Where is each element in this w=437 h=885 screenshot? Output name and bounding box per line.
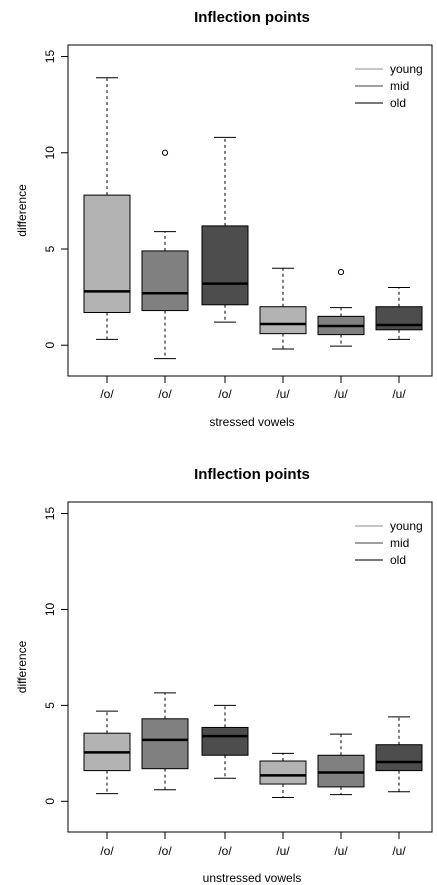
chart-panel-1: Inflection points 0 5 10 15 difference stresse… xyxy=(15,9,433,429)
box-body xyxy=(201,225,249,306)
box-young-1 xyxy=(83,77,131,340)
box-mid-2 xyxy=(141,692,189,791)
plot-frame xyxy=(67,44,433,377)
x-tick-label: /u/ xyxy=(392,844,406,858)
box-body xyxy=(141,250,189,312)
legend-label-young: young xyxy=(390,62,423,76)
y-tick-label: 15 xyxy=(43,50,57,64)
x-tick-label: /u/ xyxy=(276,387,290,401)
y-tick-label: 0 xyxy=(43,342,57,349)
outlier-point xyxy=(161,149,169,156)
y-tick-label: 5 xyxy=(43,245,57,252)
box-young-4 xyxy=(259,267,307,350)
y-tick-label: 5 xyxy=(43,702,57,709)
box-body xyxy=(201,726,249,756)
y-tick-label: 0 xyxy=(43,798,57,805)
box-body xyxy=(375,744,423,772)
box-body xyxy=(317,754,365,788)
legend-label-old: old xyxy=(390,553,406,567)
x-tick-label: /u/ xyxy=(276,844,290,858)
x-tick-label: /u/ xyxy=(334,387,348,401)
legend-label-mid: mid xyxy=(390,79,409,93)
chart-title: Inflection points xyxy=(194,9,310,26)
x-tick-label: /o/ xyxy=(158,844,172,858)
legend-label-old: old xyxy=(390,96,406,110)
x-tick-label: /u/ xyxy=(392,387,406,401)
chart-panel-2: Inflection points 0 5 10 15 difference unstres… xyxy=(15,466,433,885)
x-tick-label: /o/ xyxy=(100,387,114,401)
box-mid-5 xyxy=(317,733,365,796)
box-old-6 xyxy=(375,716,423,793)
y-tick-label: 15 xyxy=(43,507,57,521)
box-mid-5 xyxy=(317,268,365,347)
box-young-1 xyxy=(83,710,131,795)
box-body xyxy=(259,306,307,335)
y-axis-label: difference xyxy=(15,184,29,237)
x-tick-label: /o/ xyxy=(218,844,232,858)
box-old-6 xyxy=(375,286,423,340)
box-body xyxy=(141,718,189,770)
box-body xyxy=(83,194,131,313)
x-axis-label: unstressed vowels xyxy=(203,871,302,885)
box-old-3 xyxy=(201,136,249,323)
x-tick-label: /o/ xyxy=(158,387,172,401)
x-axis-label: stressed vowels xyxy=(209,415,294,429)
y-tick-label: 10 xyxy=(43,146,57,160)
box-mid-2 xyxy=(141,149,189,360)
box-young-4 xyxy=(259,752,307,798)
y-axis-label: difference xyxy=(15,640,29,693)
chart-title: Inflection points xyxy=(194,466,310,483)
x-tick-label: /o/ xyxy=(100,844,114,858)
x-tick-label: /o/ xyxy=(218,387,232,401)
y-tick-label: 10 xyxy=(43,602,57,616)
legend: young mid old xyxy=(355,519,423,567)
box-body xyxy=(259,760,307,785)
plot-frame xyxy=(67,501,433,833)
legend-label-young: young xyxy=(390,519,423,533)
outlier-point xyxy=(337,268,345,276)
legend: young mid old xyxy=(355,62,423,110)
x-tick-label: /u/ xyxy=(334,844,348,858)
box-old-3 xyxy=(201,704,249,779)
legend-label-mid: mid xyxy=(390,536,409,550)
box-body xyxy=(375,306,423,331)
